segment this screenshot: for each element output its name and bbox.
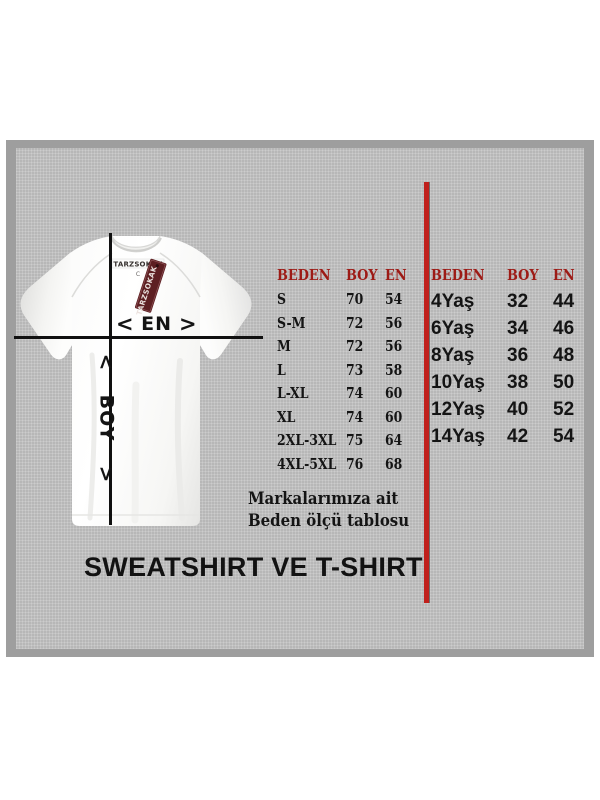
table-row: S-M 72 56 bbox=[277, 314, 417, 341]
table-header-row: BEDEN BOY EN bbox=[277, 268, 417, 293]
cell-en: 64 bbox=[385, 432, 403, 449]
chart-caption: Markalarımıza ait Beden ölçü tablosu bbox=[248, 489, 428, 533]
cell-boy: 72 bbox=[346, 338, 364, 355]
cell-size: S-M bbox=[277, 314, 306, 332]
cell-size: L bbox=[277, 361, 286, 379]
width-measure-line bbox=[14, 336, 263, 339]
cell-size: 6Yaş bbox=[431, 318, 475, 339]
cell-en: 68 bbox=[385, 455, 403, 473]
cell-en: 60 bbox=[385, 385, 403, 402]
length-measure-line bbox=[109, 233, 112, 525]
header-en: EN bbox=[553, 266, 575, 284]
table-header-row: BEDEN BOY EN bbox=[431, 268, 591, 292]
table-row: 2XL-3XL 75 64 bbox=[277, 432, 417, 458]
cell-size: M bbox=[277, 338, 291, 355]
kids-size-table: BEDEN BOY EN 4Yaş 32 44 6Yaş 34 46 8Yaş bbox=[431, 268, 591, 454]
cell-size: L-XL bbox=[277, 385, 309, 402]
cell-boy: 73 bbox=[346, 361, 364, 379]
tshirt-photo: TARZSOKAK C TARZSOKAK bbox=[8, 235, 264, 527]
cell-size: 4XL-5XL bbox=[277, 455, 337, 473]
cell-en: 56 bbox=[385, 314, 403, 332]
table-row: S 70 54 bbox=[277, 291, 417, 317]
cell-size: 4Yaş bbox=[431, 291, 475, 312]
table-row: 12Yaş 40 52 bbox=[431, 400, 591, 427]
cell-en: 54 bbox=[553, 426, 575, 447]
cell-boy: 32 bbox=[507, 291, 529, 312]
cell-size: 2XL-3XL bbox=[277, 432, 337, 449]
cell-size: S bbox=[277, 291, 287, 308]
table-row: L-XL 74 60 bbox=[277, 385, 417, 411]
cell-en: 44 bbox=[553, 291, 575, 312]
cell-size: 14Yaş bbox=[431, 426, 485, 447]
tshirt-illustration: TARZSOKAK C TARZSOKAK bbox=[20, 235, 252, 526]
cell-boy: 38 bbox=[507, 372, 529, 393]
cell-en: 52 bbox=[553, 399, 575, 420]
cell-boy: 42 bbox=[507, 426, 529, 447]
width-arrow-right-icon: > bbox=[179, 311, 198, 336]
length-label-text: BOY bbox=[95, 394, 117, 442]
cell-boy: 40 bbox=[507, 399, 529, 420]
cell-boy: 72 bbox=[346, 314, 364, 332]
cell-en: 56 bbox=[385, 338, 403, 355]
table-row: L 73 58 bbox=[277, 361, 417, 388]
red-divider-line bbox=[424, 182, 429, 603]
cell-boy: 70 bbox=[346, 291, 364, 308]
header-en: EN bbox=[385, 266, 407, 284]
table-row: 14Yaş 42 54 bbox=[431, 427, 591, 454]
header-boy: BOY bbox=[507, 266, 539, 284]
cell-en: 50 bbox=[553, 372, 575, 393]
cell-en: 60 bbox=[385, 408, 403, 426]
table-row: XL 74 60 bbox=[277, 408, 417, 435]
length-arrow-bottom-icon: > bbox=[93, 465, 118, 483]
cell-boy: 74 bbox=[346, 408, 364, 426]
cell-en: 46 bbox=[553, 318, 575, 339]
cell-size: 10Yaş bbox=[431, 372, 485, 393]
header-boy: BOY bbox=[346, 266, 378, 284]
header-beden: BEDEN bbox=[277, 266, 331, 284]
svg-text:TARZSOKAK: TARZSOKAK bbox=[113, 261, 163, 269]
table-row: 4Yaş 32 44 bbox=[431, 292, 591, 319]
width-arrow-left-icon: < bbox=[116, 311, 135, 336]
table-row: M 72 56 bbox=[277, 338, 417, 364]
cell-boy: 74 bbox=[346, 385, 364, 402]
cell-size: XL bbox=[277, 408, 296, 426]
width-label-text: EN bbox=[141, 313, 172, 335]
length-arrow-top-icon: < bbox=[93, 353, 118, 371]
table-row: 10Yaş 38 50 bbox=[431, 373, 591, 400]
table-row: 4XL-5XL 76 68 bbox=[277, 455, 417, 482]
cell-boy: 34 bbox=[507, 318, 529, 339]
header-beden: BEDEN bbox=[431, 266, 485, 284]
svg-text:C: C bbox=[136, 271, 140, 278]
cell-size: 8Yaş bbox=[431, 345, 475, 366]
adult-size-table: BEDEN BOY EN S 70 54 S-M 72 56 M bbox=[277, 268, 417, 481]
cell-boy: 76 bbox=[346, 455, 364, 473]
cell-en: 58 bbox=[385, 361, 403, 379]
cell-en: 48 bbox=[553, 345, 575, 366]
caption-line-1: Markalarımıza ait bbox=[248, 489, 399, 509]
cell-boy: 36 bbox=[507, 345, 529, 366]
cell-en: 54 bbox=[385, 291, 403, 308]
chart-headline: SWEATSHIRT VE T-SHIRT bbox=[84, 552, 423, 582]
cell-boy: 75 bbox=[346, 432, 364, 449]
length-measure-label: < BOY > bbox=[88, 352, 124, 484]
cell-size: 12Yaş bbox=[431, 399, 485, 420]
table-row: 8Yaş 36 48 bbox=[431, 346, 591, 373]
caption-line-2: Beden ölçü tablosu bbox=[248, 510, 410, 531]
table-row: 6Yaş 34 46 bbox=[431, 319, 591, 346]
width-measure-label: < EN > bbox=[116, 311, 197, 337]
